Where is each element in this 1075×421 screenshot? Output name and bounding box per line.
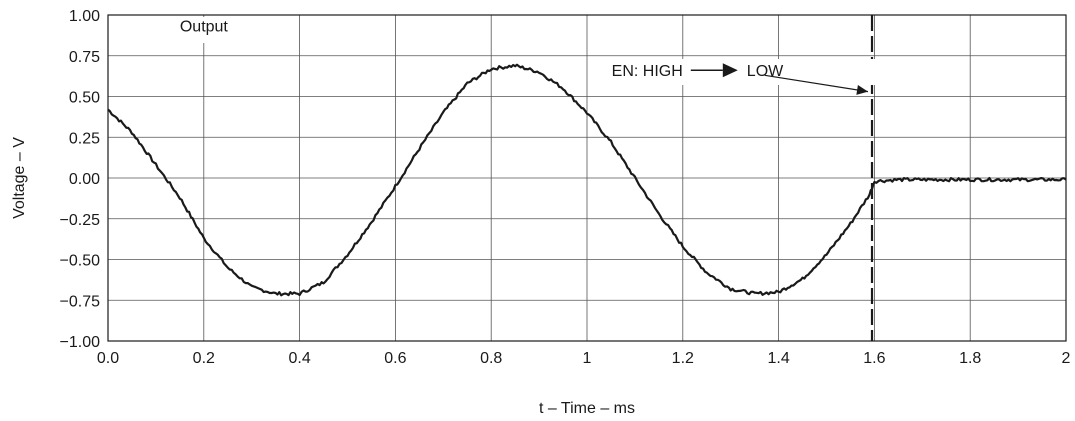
x-tick-label: 0.6 xyxy=(384,350,406,367)
series-label-output: Output xyxy=(180,18,229,35)
x-tick-label: 0.0 xyxy=(97,350,119,367)
y-tick-label: 1.00 xyxy=(69,8,100,25)
en-label-background xyxy=(620,59,921,86)
y-tick-label: −1.00 xyxy=(60,334,101,351)
x-tick-label: 0.2 xyxy=(193,350,215,367)
arrow-pointer-icon xyxy=(764,74,869,95)
y-tick-label: −0.75 xyxy=(60,293,101,310)
annotation-low: LOW xyxy=(747,63,784,80)
y-tick-label: −0.50 xyxy=(60,253,101,270)
series-line-output xyxy=(107,63,1067,297)
y-tick-label: 0.25 xyxy=(69,130,100,147)
x-tick-label: 0.4 xyxy=(288,350,310,367)
x-tick-label: 1.6 xyxy=(863,350,885,367)
x-tick-label: 1 xyxy=(583,350,592,367)
output-label-background xyxy=(175,17,248,43)
x-tick-label: 1.4 xyxy=(767,350,789,367)
x-tick-labels: 0.0 0.2 0.4 0.6 0.8 1 1.2 1.4 1.6 1.8 2 xyxy=(97,350,1071,367)
grid xyxy=(108,15,1066,341)
series-layer xyxy=(107,63,1067,297)
x-tick-label: 0.8 xyxy=(480,350,502,367)
x-tick-label: 1.2 xyxy=(672,350,694,367)
y-tick-label: 0.75 xyxy=(69,49,100,66)
y-axis-title: Voltage – V xyxy=(11,137,28,219)
x-tick-label: 2 xyxy=(1062,350,1071,367)
y-tick-label: 0.00 xyxy=(69,171,100,188)
arrow-right-icon xyxy=(690,63,738,78)
y-tick-labels: 1.00 0.75 0.50 0.25 0.00 −0.25 −0.50 −0.75 −1.00 xyxy=(60,8,101,351)
x-axis-title: t – Time – ms xyxy=(539,400,635,417)
y-tick-label: 0.50 xyxy=(69,90,100,107)
plot-frame xyxy=(107,14,1067,342)
x-tick-label: 1.8 xyxy=(959,350,981,367)
y-tick-label: −0.25 xyxy=(60,212,101,229)
annotation-en-high: EN: HIGH xyxy=(612,63,683,80)
